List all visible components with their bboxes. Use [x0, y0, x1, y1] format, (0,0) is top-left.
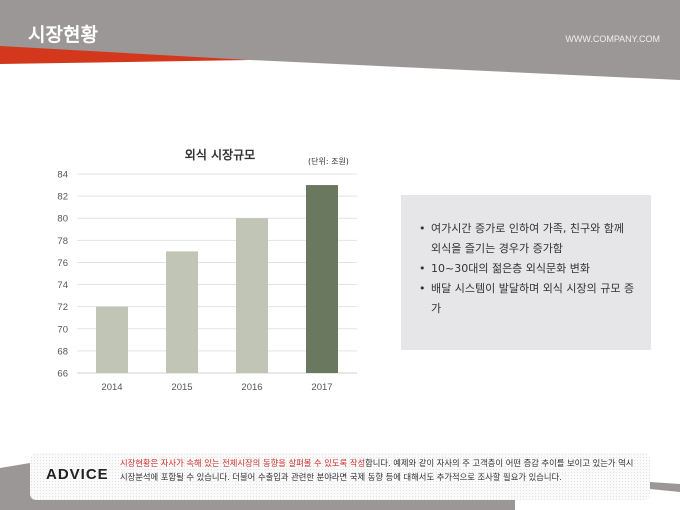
advice-body: 합니다. 예제와 같이 자사의 주 고객층이 어떤 증감 추이를 보이고 있는가… — [120, 458, 634, 482]
advice-label: ADVICE — [46, 466, 109, 483]
chart-title: 외식 시장규모 — [184, 148, 256, 162]
y-tick-label: 78 — [57, 236, 68, 247]
bar-2016 — [236, 218, 268, 373]
footer-right-accent — [650, 482, 680, 492]
advice-highlight: 시장현황은 자사가 속해 있는 전체시장의 동향을 살펴볼 수 있도록 작성 — [120, 458, 366, 468]
bar-2014 — [96, 306, 128, 373]
bar-2015 — [166, 251, 198, 373]
info-bullet: 여가시간 증가로 인하여 가족, 친구와 함께 외식을 즐기는 경우가 증가함 — [419, 219, 637, 259]
company-url: WWW.COMPANY.COM — [565, 34, 660, 44]
advice-text: 시장현황은 자사가 속해 있는 전체시장의 동향을 살펴볼 수 있도록 작성합니… — [120, 456, 640, 484]
y-tick-label: 72 — [57, 302, 68, 313]
y-tick-label: 74 — [57, 280, 68, 291]
y-tick-label: 70 — [57, 324, 68, 335]
x-tick-label: 2014 — [101, 382, 122, 393]
bar-2017 — [306, 185, 338, 373]
y-tick-label: 76 — [57, 258, 68, 269]
y-tick-label: 80 — [57, 214, 68, 225]
y-tick-label: 84 — [57, 170, 68, 181]
x-tick-label: 2017 — [311, 382, 332, 393]
y-tick-label: 68 — [57, 346, 68, 357]
header-red-accent — [0, 46, 250, 64]
info-bullet: 배달 시스템이 발달하며 외식 시장의 규모 증가 — [419, 279, 637, 319]
x-tick-label: 2016 — [241, 382, 262, 393]
page-title: 시장현황 — [28, 24, 98, 46]
header-band — [0, 0, 680, 80]
chart-unit-label: (단위: 조원) — [308, 157, 349, 166]
y-tick-label: 66 — [57, 369, 68, 380]
y-tick-label: 82 — [57, 192, 68, 203]
advice-box: ADVICE 시장현황은 자사가 속해 있는 전체시장의 동향을 살펴볼 수 있… — [30, 453, 650, 500]
x-tick-label: 2015 — [171, 382, 192, 393]
info-box: 여가시간 증가로 인하여 가족, 친구와 함께 외식을 즐기는 경우가 증가함 … — [401, 195, 651, 350]
info-bullet: 10~30대의 젊은층 외식문화 변화 — [419, 259, 637, 279]
